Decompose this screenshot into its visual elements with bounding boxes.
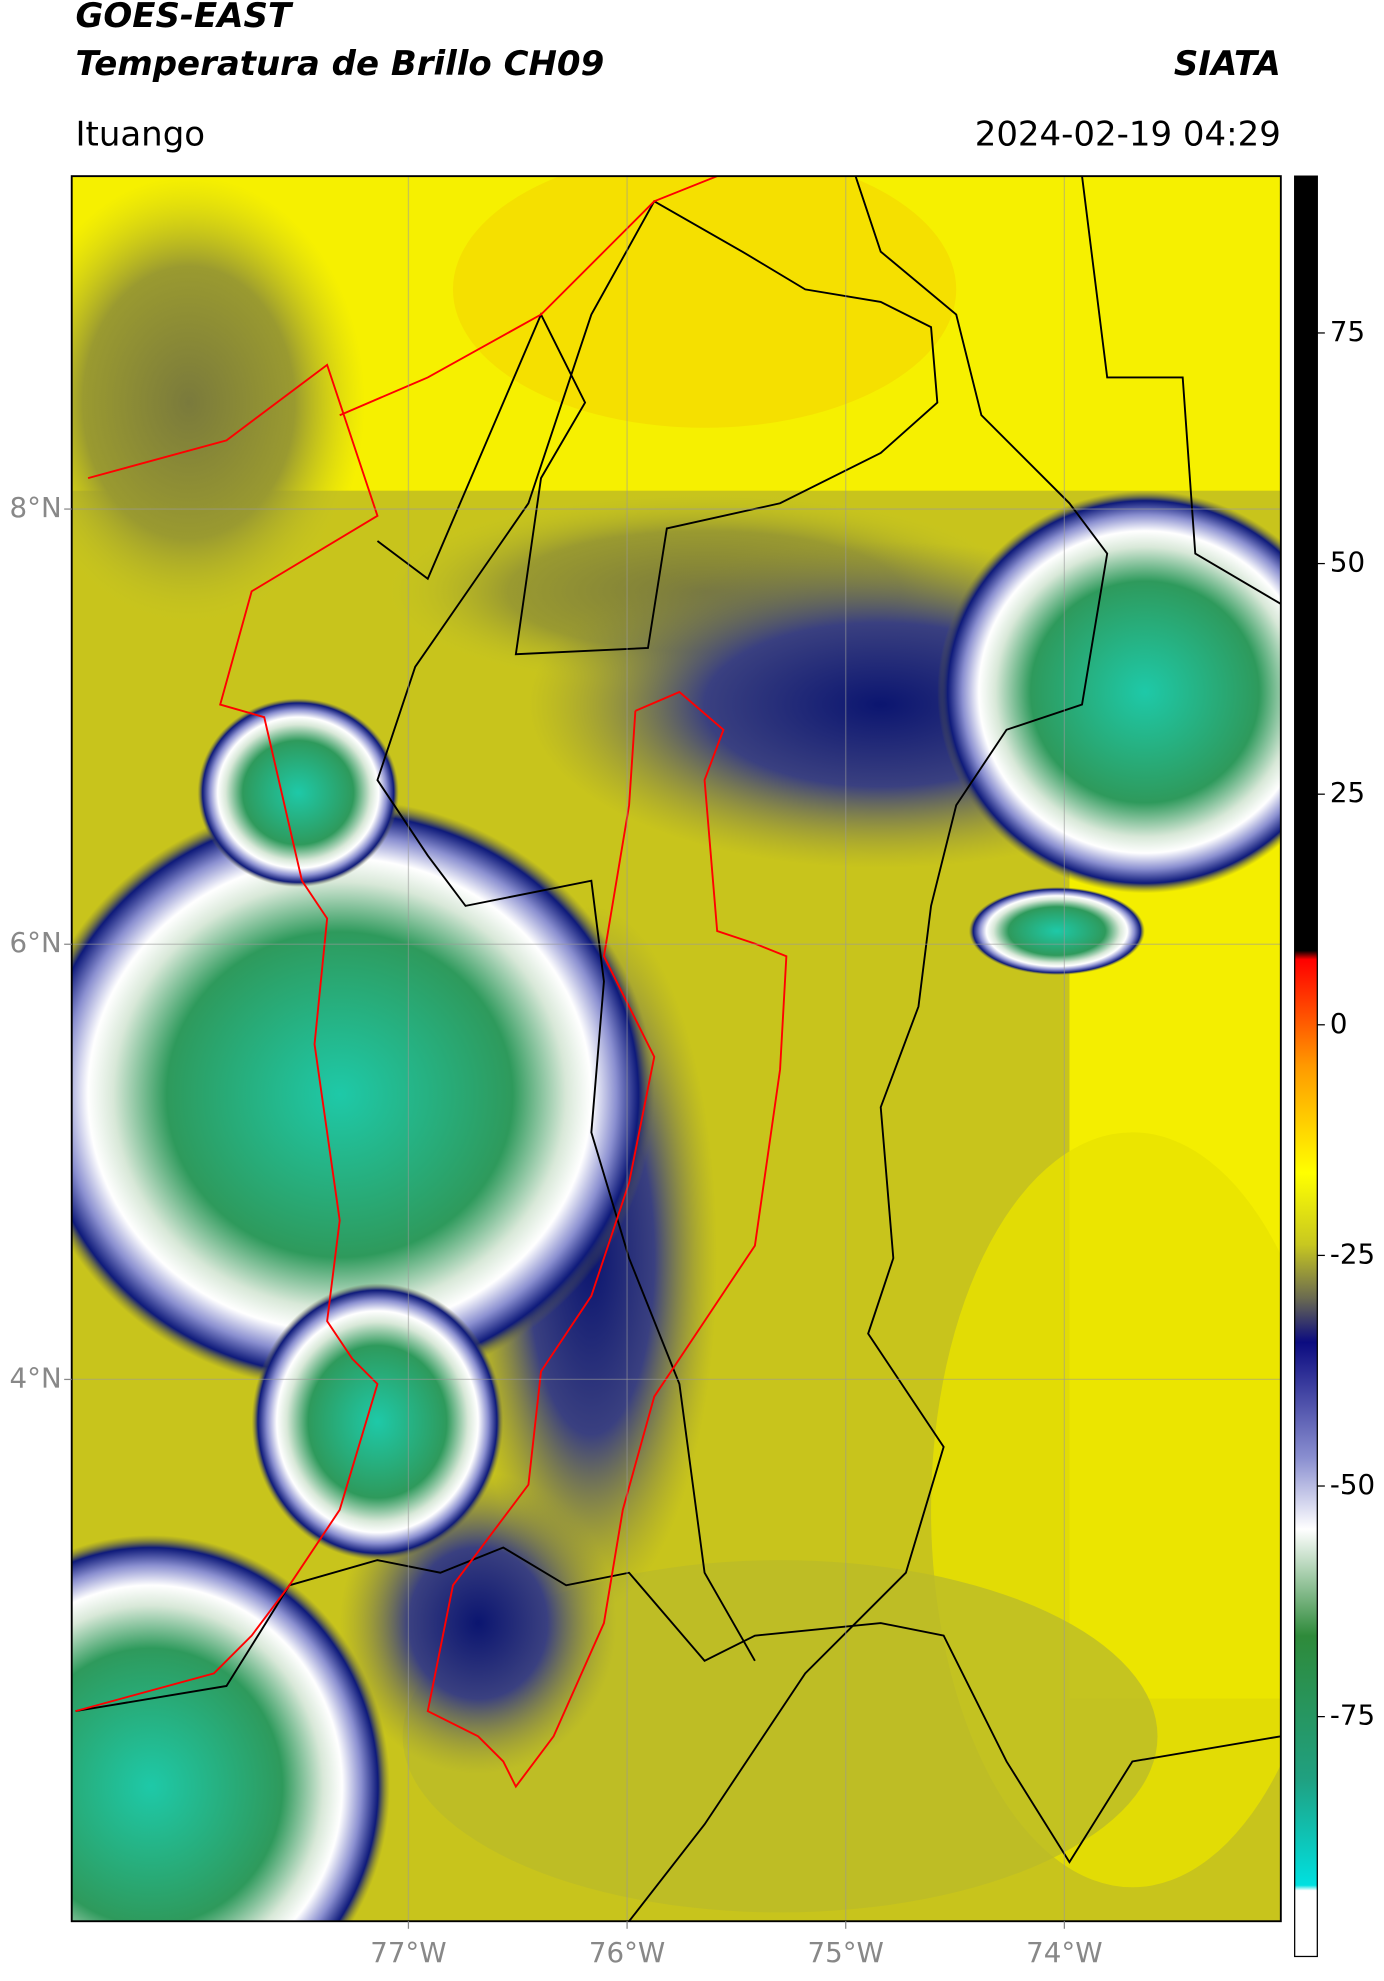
title: GOES-EAST xyxy=(75,0,293,36)
colorbar-tick-label: 0 xyxy=(1330,1007,1348,1040)
x-tick-label: 75°W xyxy=(808,1936,884,1969)
x-tick-label: 77°W xyxy=(370,1936,446,1969)
colorbar-tick-label: 25 xyxy=(1330,776,1365,809)
satellite-image xyxy=(71,176,1281,1922)
colorbar-tick-label: -25 xyxy=(1330,1237,1375,1270)
x-tick-label: 76°W xyxy=(589,1936,665,1969)
y-tick-label: 4°N xyxy=(10,1361,62,1394)
location: Ituango xyxy=(75,114,205,154)
subtitle: Temperatura de Brillo CH09 xyxy=(75,44,604,84)
colorbar xyxy=(1294,175,1318,1958)
colorbar-tick-label: -75 xyxy=(1330,1699,1375,1732)
y-tick-label: 6°N xyxy=(10,926,62,959)
colorbar-tick-label: -50 xyxy=(1330,1468,1375,1501)
map-frame xyxy=(70,175,1282,1923)
brand: SIATA xyxy=(1174,44,1281,84)
x-tick-label: 74°W xyxy=(1026,1936,1102,1969)
y-tick-label: 8°N xyxy=(10,491,62,524)
colorbar-tick-label: 75 xyxy=(1330,315,1365,348)
colorbar-tick-label: 50 xyxy=(1330,546,1365,579)
grid xyxy=(71,176,1281,1922)
datetime: 2024-02-19 04:29 xyxy=(975,114,1281,154)
